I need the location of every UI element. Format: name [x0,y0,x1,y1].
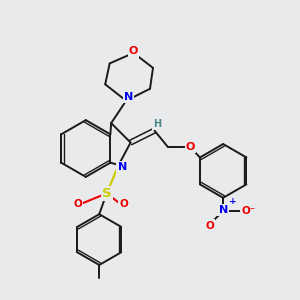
Text: S: S [102,187,112,200]
Text: H: H [153,119,161,129]
Text: N: N [218,205,228,215]
Text: N: N [124,92,133,102]
Text: +: + [229,197,236,206]
Text: O: O [129,46,138,56]
Text: O⁻: O⁻ [242,206,256,216]
Text: O: O [74,199,82,209]
Text: O: O [186,142,195,152]
Text: O: O [205,220,214,230]
Text: O: O [119,199,128,209]
Text: N: N [118,162,127,172]
